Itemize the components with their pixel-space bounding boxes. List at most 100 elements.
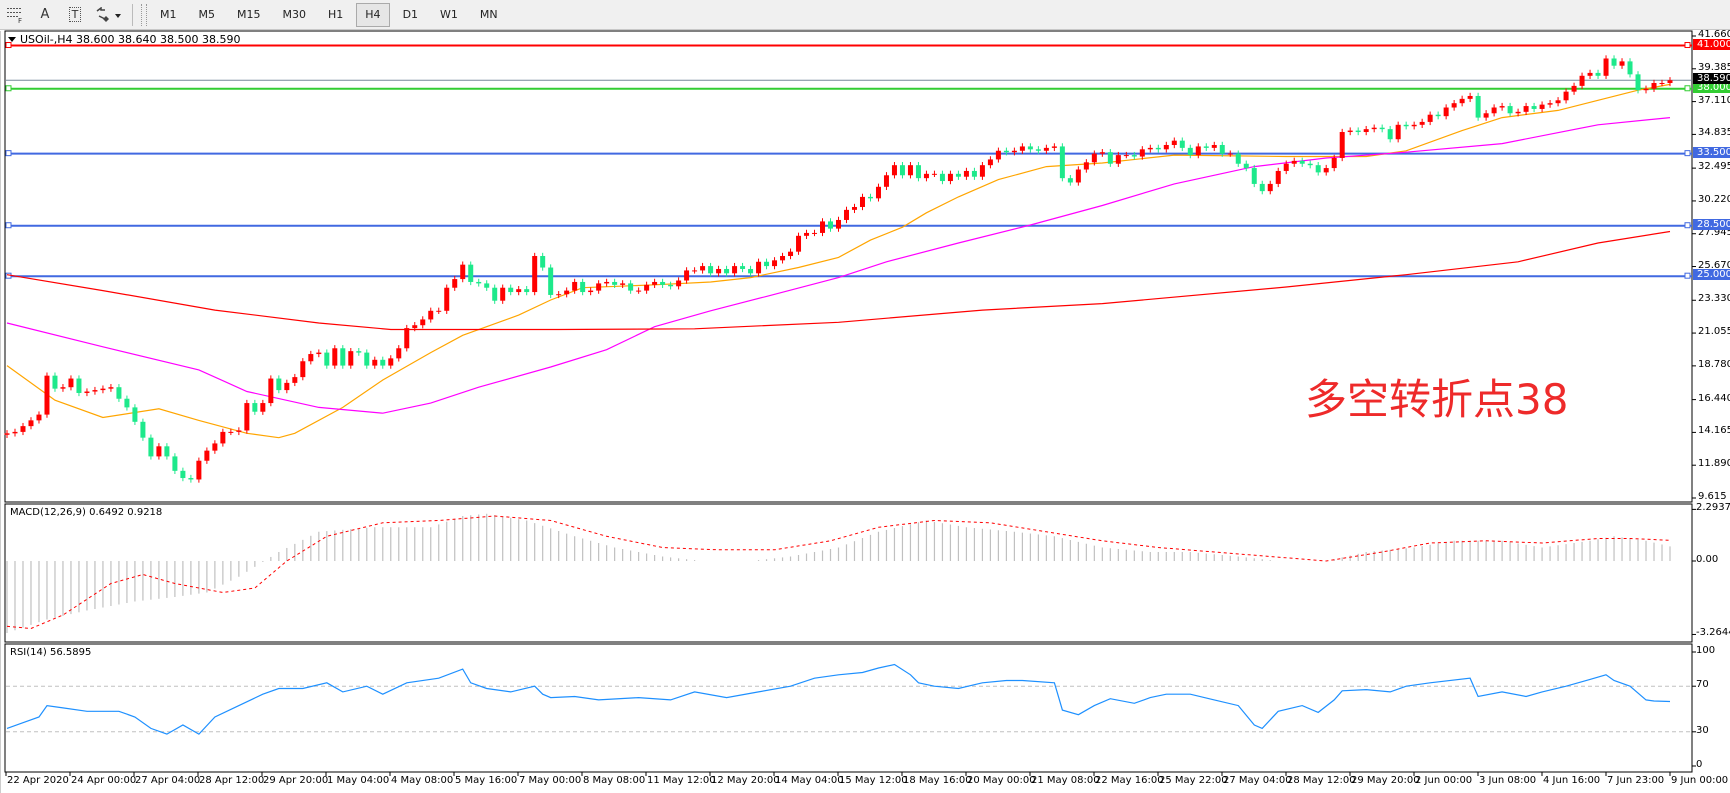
candle	[388, 355, 394, 369]
candle-body	[1643, 88, 1649, 91]
timeframe-m15-button[interactable]: M15	[237, 8, 261, 21]
candle-body	[1259, 183, 1265, 192]
candle	[556, 291, 562, 299]
candle	[1115, 151, 1121, 167]
level-handle-right	[1684, 150, 1691, 157]
candle	[923, 170, 929, 182]
chart-annotation-text[interactable]: 多空转折点38	[1305, 375, 1569, 424]
timeframe-m1-button[interactable]: M1	[160, 8, 177, 21]
dropdown-triangle-icon[interactable]	[8, 37, 16, 42]
candle	[596, 280, 602, 294]
candle	[1099, 149, 1105, 157]
candle-body	[1139, 149, 1145, 157]
timeframe-d1-button[interactable]: D1	[402, 8, 419, 21]
candle	[1123, 151, 1129, 159]
candle-body	[676, 280, 682, 287]
candle	[891, 162, 897, 179]
candle	[220, 428, 226, 447]
grid-f-icon[interactable]: F	[0, 2, 30, 28]
toolbar-grip[interactable]	[141, 3, 147, 26]
level-price-tag: 33.500	[1693, 146, 1730, 158]
candle-body	[1187, 147, 1193, 156]
candle	[1507, 102, 1513, 117]
candle	[492, 284, 498, 304]
candle	[995, 147, 1001, 163]
candle	[676, 277, 682, 290]
candle-body	[628, 283, 634, 291]
candle	[1259, 180, 1265, 195]
candle	[732, 262, 738, 277]
candle	[484, 280, 490, 291]
candle-body	[1467, 95, 1473, 99]
candle-body	[172, 456, 178, 471]
chart-header: USOil-,H4 38.600 38.640 38.500 38.590	[8, 33, 240, 46]
candle	[1283, 160, 1289, 175]
candle	[939, 170, 945, 185]
timeframe-m5-button[interactable]: M5	[198, 8, 216, 21]
candle	[340, 345, 346, 369]
candle-body	[1003, 150, 1009, 153]
candle-body	[732, 266, 738, 274]
candle-body	[796, 235, 802, 252]
candle	[987, 156, 993, 169]
candle	[780, 252, 786, 264]
candle	[76, 375, 82, 397]
level-price-tag: 25.000	[1693, 269, 1730, 281]
candle	[1595, 69, 1601, 79]
candle	[300, 358, 306, 381]
candle-body	[652, 281, 658, 285]
timeframe-h4-button[interactable]: H4	[356, 2, 390, 27]
timeframe-w1-button[interactable]: W1	[440, 8, 458, 21]
candle	[508, 284, 514, 296]
candle	[92, 386, 98, 395]
candle	[1459, 95, 1465, 107]
candle-body	[883, 175, 889, 187]
candle-body	[1227, 153, 1233, 155]
candle	[692, 267, 698, 274]
candle-body	[1091, 153, 1097, 163]
candle	[372, 356, 378, 369]
level-handle-right	[1684, 222, 1691, 229]
candle	[244, 399, 250, 434]
arrows-dropdown-icon[interactable]	[90, 2, 128, 28]
candle	[532, 252, 538, 296]
toolbar: F A T M1 M5 M15 M30 H1 H4 D1 W1 MN	[0, 0, 1730, 30]
candle-body	[1339, 132, 1345, 158]
candle	[380, 356, 386, 369]
candle	[1131, 151, 1137, 160]
candle-body	[580, 281, 586, 293]
candle-body	[108, 387, 114, 389]
candle-body	[412, 325, 418, 329]
candle	[1443, 104, 1449, 120]
candle-body	[252, 403, 258, 412]
candle	[1667, 77, 1673, 87]
candle	[212, 440, 218, 454]
candle	[1243, 160, 1249, 172]
timeframe-m30-button[interactable]: M30	[282, 8, 307, 21]
candle	[788, 248, 794, 260]
candle-body	[1587, 72, 1593, 76]
candle-body	[36, 414, 42, 421]
time-axis-label: 1 May 04:00	[327, 775, 390, 786]
candle-body	[1115, 155, 1121, 164]
timeframe-mn-button[interactable]: MN	[479, 8, 498, 21]
candle-body	[1267, 183, 1273, 192]
candle	[316, 349, 322, 358]
rsi-title: RSI(14) 56.5895	[10, 647, 92, 658]
candle	[68, 375, 74, 391]
text-label-label: T	[68, 7, 82, 22]
candle	[979, 162, 985, 180]
candle	[1003, 147, 1009, 156]
time-axis-label: 27 Apr 04:00	[135, 775, 201, 786]
candle-body	[468, 264, 474, 282]
candle	[604, 278, 610, 287]
candle-body	[1099, 152, 1105, 154]
text-label-icon[interactable]: T	[60, 2, 90, 28]
candle	[843, 206, 849, 224]
candle	[1299, 157, 1305, 167]
candle	[1587, 69, 1593, 79]
timeframe-h1-button[interactable]: H1	[328, 8, 344, 21]
text-a-icon[interactable]: A	[30, 2, 60, 28]
candle	[644, 281, 650, 294]
